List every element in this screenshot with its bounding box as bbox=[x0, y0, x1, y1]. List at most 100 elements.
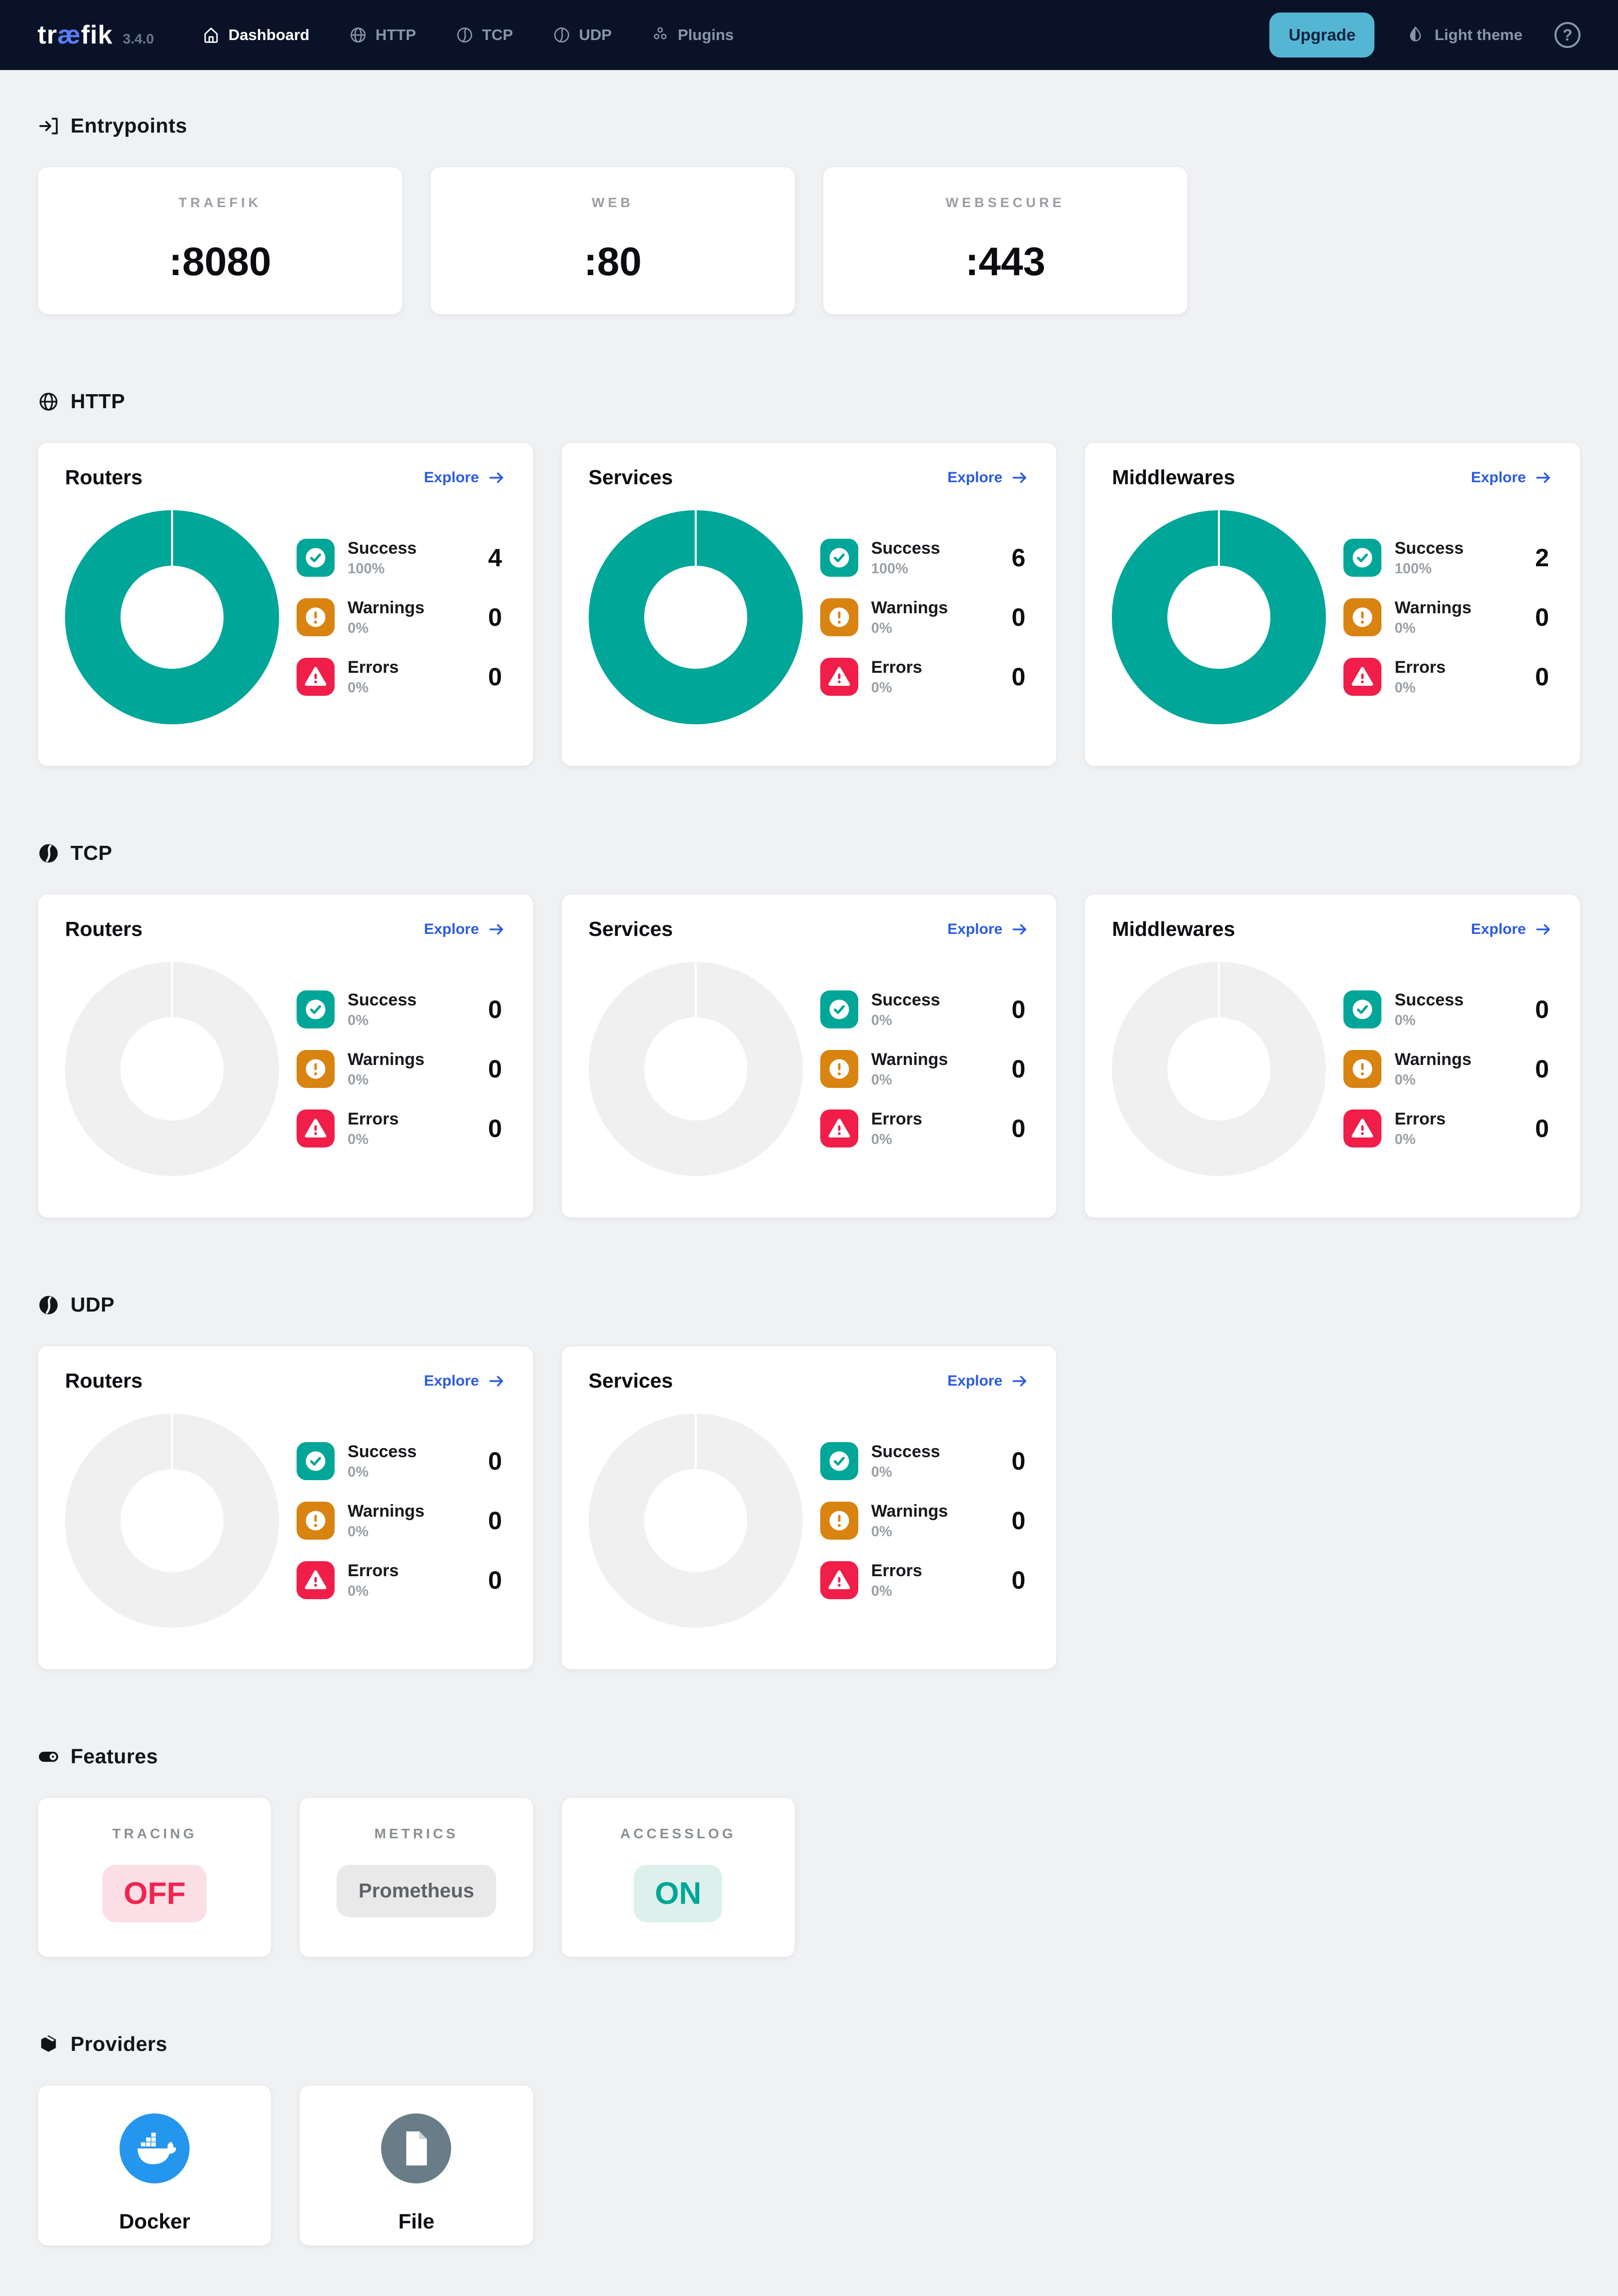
legend-errors-row: Errors 0% 0 bbox=[297, 658, 502, 696]
proxy-icon bbox=[455, 26, 474, 45]
proxy-circle-icon bbox=[38, 842, 60, 864]
explore-link[interactable]: Explore bbox=[1471, 468, 1553, 487]
exclamation-circle-icon bbox=[297, 1050, 335, 1088]
explore-link[interactable]: Explore bbox=[424, 1372, 506, 1391]
warning-triangle-icon bbox=[297, 1109, 335, 1147]
nav-item-tcp[interactable]: TCP bbox=[455, 26, 513, 45]
legend-label: Errors bbox=[1394, 657, 1446, 677]
udp-routers-card: Routers Explore Success 0% 0 bbox=[38, 1346, 534, 1670]
legend-percent: 0% bbox=[348, 620, 369, 636]
nav-item-udp[interactable]: UDP bbox=[552, 26, 612, 45]
explore-link[interactable]: Explore bbox=[1471, 920, 1553, 939]
login-arrow-icon bbox=[38, 115, 60, 137]
check-circle-icon bbox=[297, 1442, 335, 1480]
legend-warnings-row: Warnings 0% 0 bbox=[820, 1049, 1025, 1088]
legend-label: Warnings bbox=[348, 1501, 425, 1521]
brand-ae: æ bbox=[57, 21, 81, 50]
nav-item-label: TCP bbox=[482, 26, 513, 44]
entrypoint-port: :8080 bbox=[169, 239, 272, 284]
providers-header: Providers bbox=[38, 2032, 1580, 2056]
legend-success-row: Success 100% 4 bbox=[297, 539, 502, 577]
legend-label: Success bbox=[1394, 538, 1464, 558]
legend-success-row: Success 0% 0 bbox=[1343, 990, 1549, 1029]
nav-item-dashboard[interactable]: Dashboard bbox=[202, 26, 310, 45]
legend: Success 100% 2 Warnings 0% 0 Errors 0% 0 bbox=[1343, 539, 1549, 696]
feature-card-tracing: TRACING OFF bbox=[38, 1797, 272, 1957]
provider-name: File bbox=[398, 2209, 435, 2233]
card-title: Routers bbox=[65, 466, 143, 489]
legend-percent: 0% bbox=[1394, 1131, 1416, 1147]
legend-count: 0 bbox=[1011, 663, 1026, 691]
legend-count: 0 bbox=[1535, 1114, 1549, 1142]
explore-link[interactable]: Explore bbox=[947, 468, 1029, 487]
legend-warnings-row: Warnings 0% 0 bbox=[297, 598, 502, 637]
feature-name: METRICS bbox=[374, 1826, 459, 1841]
section-http: HTTP Routers Explore Success 100% bbox=[38, 390, 1580, 766]
legend-count: 0 bbox=[1535, 603, 1549, 631]
check-circle-icon bbox=[820, 539, 858, 577]
navbar-right: Upgrade Light theme ? bbox=[1269, 13, 1580, 58]
legend-percent: 0% bbox=[871, 620, 892, 636]
legend-label: Warnings bbox=[1394, 598, 1472, 617]
warning-triangle-icon bbox=[1343, 1109, 1382, 1147]
explore-link[interactable]: Explore bbox=[947, 920, 1029, 939]
providers-row: Docker File bbox=[38, 2085, 1580, 2246]
udp-row: Routers Explore Success 0% 0 bbox=[38, 1346, 1580, 1670]
http-header: HTTP bbox=[38, 390, 1580, 413]
legend-percent: 0% bbox=[1394, 620, 1416, 636]
section-providers: Providers Docker bbox=[38, 2032, 1580, 2246]
udp-services-card: Services Explore Success 0% 0 bbox=[561, 1346, 1057, 1670]
entrypoints-header: Entrypoints bbox=[38, 114, 1580, 138]
legend-label: Errors bbox=[348, 1109, 399, 1128]
help-button[interactable]: ? bbox=[1554, 22, 1580, 48]
check-circle-icon bbox=[297, 990, 335, 1028]
explore-label: Explore bbox=[424, 1372, 479, 1389]
legend-count: 0 bbox=[488, 1114, 502, 1142]
tcp-routers-card: Routers Explore Success 0% 0 bbox=[38, 894, 534, 1218]
arrow-right-icon bbox=[1010, 1372, 1029, 1391]
explore-link[interactable]: Explore bbox=[424, 920, 506, 939]
donut-chart bbox=[65, 962, 279, 1176]
legend-label: Success bbox=[871, 538, 940, 558]
provider-card-docker: Docker bbox=[38, 2085, 272, 2246]
card-title: Routers bbox=[65, 917, 143, 940]
legend-errors-row: Errors 0% 0 bbox=[820, 1561, 1026, 1600]
legend-label: Errors bbox=[348, 1561, 399, 1580]
explore-label: Explore bbox=[947, 920, 1003, 937]
http-routers-card: Routers Explore Success 100% 4 bbox=[38, 442, 534, 766]
legend-count: 0 bbox=[1535, 1055, 1549, 1083]
explore-link[interactable]: Explore bbox=[424, 468, 506, 487]
brand: træfik 3.4.0 bbox=[38, 20, 154, 50]
upgrade-button[interactable]: Upgrade bbox=[1269, 13, 1375, 58]
legend-count: 0 bbox=[488, 1566, 502, 1594]
nav-item-plugins[interactable]: Plugins bbox=[651, 26, 734, 45]
feature-status-badge: OFF bbox=[103, 1865, 207, 1922]
explore-link[interactable]: Explore bbox=[947, 1372, 1029, 1391]
warning-triangle-icon bbox=[297, 1561, 335, 1599]
feature-status-badge: ON bbox=[634, 1865, 723, 1922]
legend-label: Warnings bbox=[871, 598, 948, 617]
cubes-icon bbox=[651, 26, 670, 45]
arrow-right-icon bbox=[1010, 468, 1029, 487]
legend-label: Errors bbox=[348, 657, 399, 677]
legend-label: Errors bbox=[871, 1109, 922, 1128]
legend: Success 100% 4 Warnings 0% 0 Errors 0% 0 bbox=[297, 539, 502, 696]
legend-success-row: Success 100% 6 bbox=[820, 538, 1025, 577]
nav-item-label: Plugins bbox=[678, 26, 734, 44]
legend-count: 0 bbox=[1011, 1566, 1026, 1594]
legend-label: Warnings bbox=[871, 1049, 948, 1069]
nav-item-http[interactable]: HTTP bbox=[349, 26, 416, 45]
legend-label: Errors bbox=[871, 1561, 922, 1580]
theme-toggle[interactable]: Light theme bbox=[1405, 25, 1522, 45]
legend-warnings-row: Warnings 0% 0 bbox=[297, 1050, 502, 1088]
legend-percent: 0% bbox=[871, 1583, 892, 1599]
warning-triangle-icon bbox=[820, 1561, 858, 1599]
card-title: Routers bbox=[65, 1369, 143, 1392]
check-circle-icon bbox=[820, 1442, 858, 1480]
section-features: Features TRACING OFF METRICS Prometheus … bbox=[38, 1745, 1580, 1957]
section-title: Features bbox=[71, 1745, 158, 1768]
donut-chart bbox=[1112, 510, 1326, 724]
legend-label: Success bbox=[348, 1442, 417, 1461]
legend-count: 0 bbox=[1011, 1114, 1026, 1142]
brand-prefix: tr bbox=[38, 21, 58, 50]
